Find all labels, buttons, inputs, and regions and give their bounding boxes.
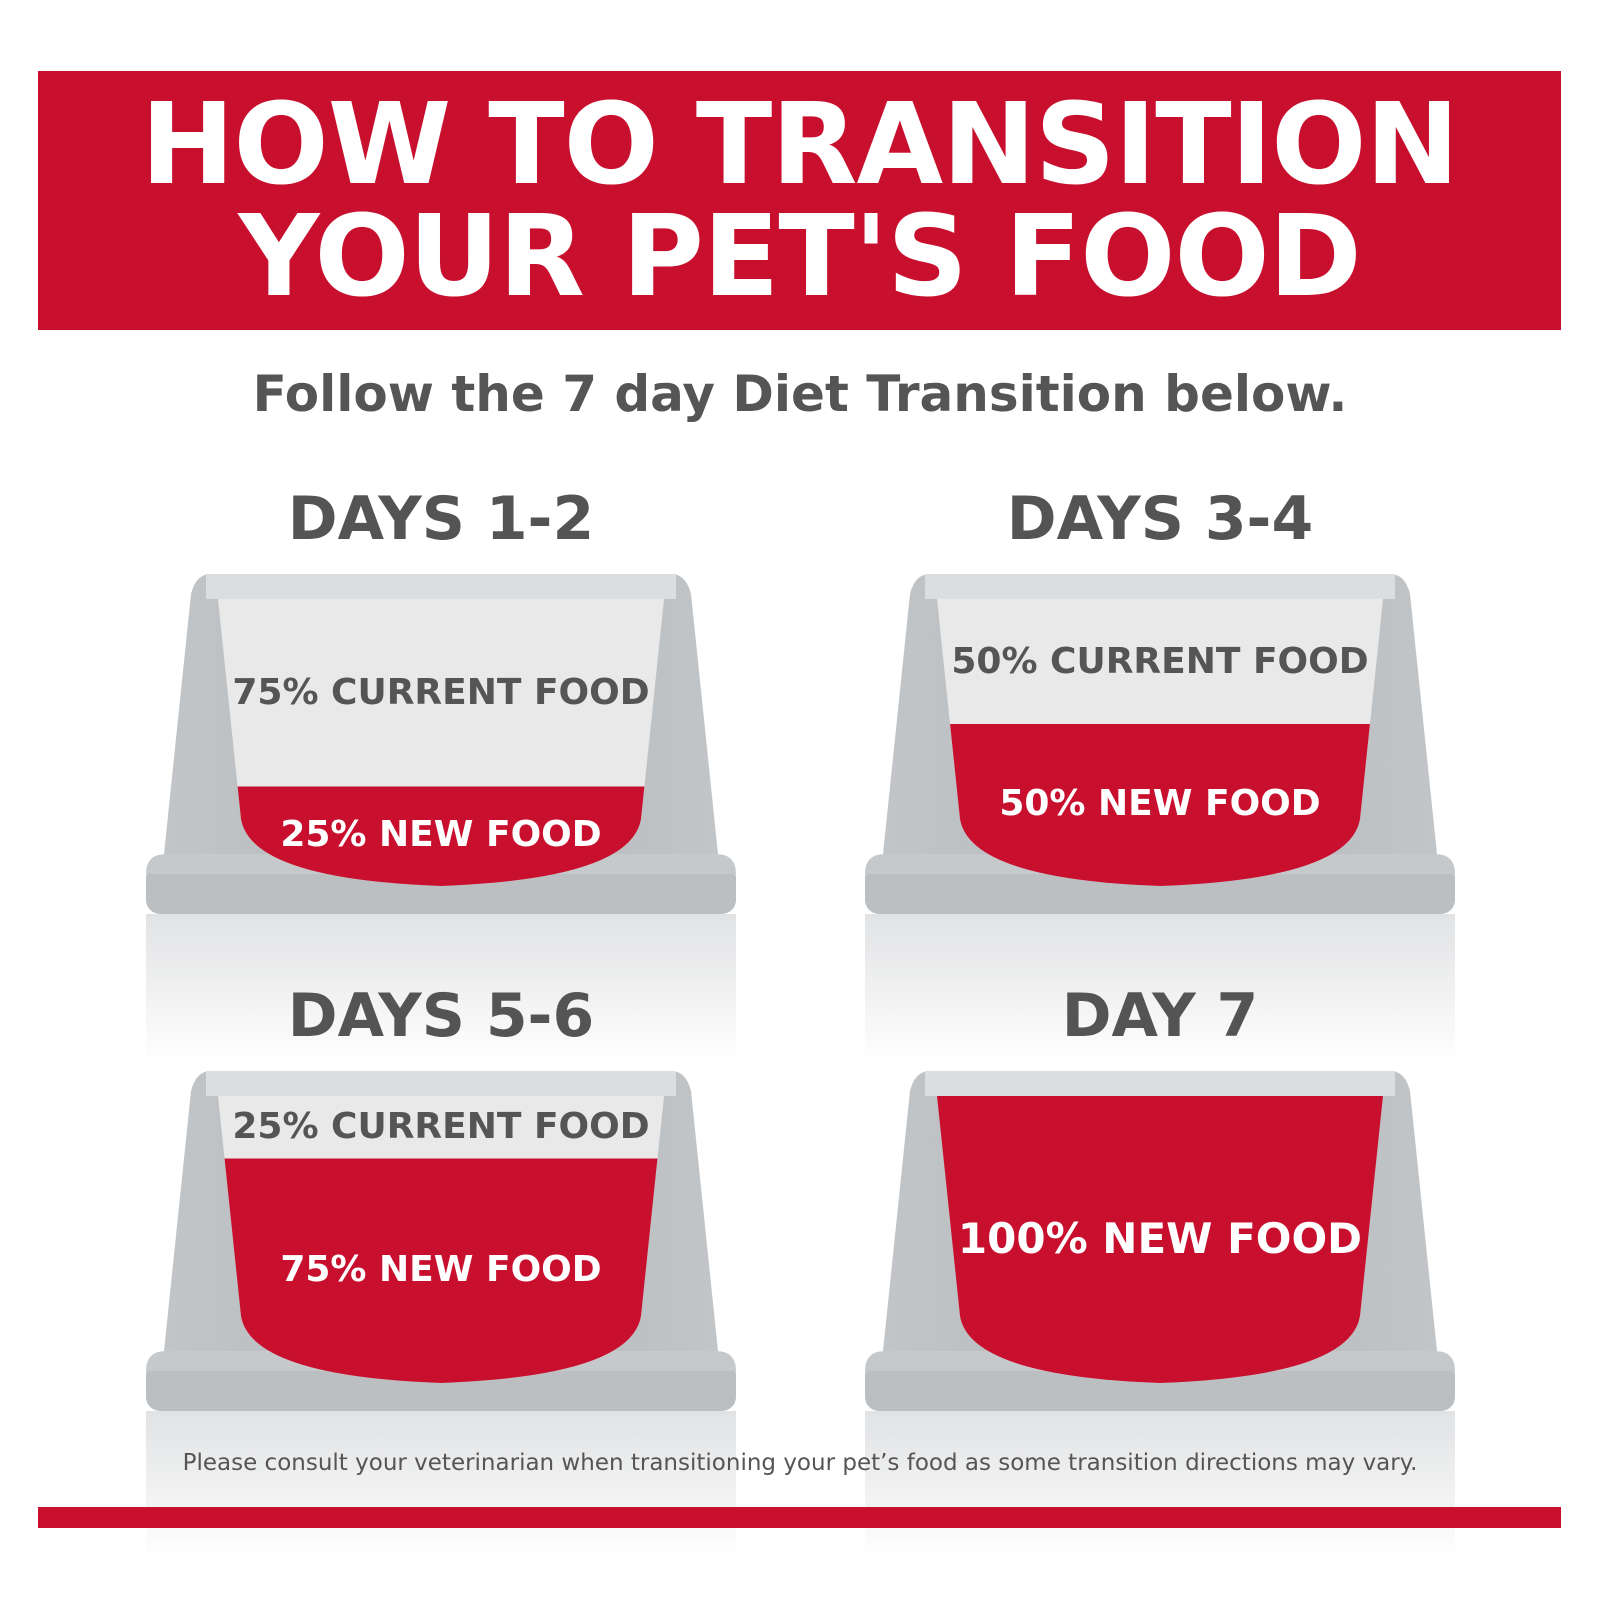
new-food-label: 25% NEW FOOD <box>280 814 602 856</box>
stage-title: DAY 7 <box>1061 981 1259 1051</box>
new-food-label: 75% NEW FOOD <box>280 1248 602 1290</box>
new-food-fill <box>937 724 1383 886</box>
stage-title: DAYS 1-2 <box>287 484 595 554</box>
food-bowl: 100% NEW FOOD <box>865 1071 1455 1411</box>
current-food-label: 50% CURRENT FOOD <box>951 640 1369 682</box>
stage-title: DAYS 3-4 <box>1006 484 1314 554</box>
bowl-base <box>146 1361 736 1411</box>
food-bowl: 50% CURRENT FOOD 50% NEW FOOD <box>865 574 1455 914</box>
title-line-2: YOUR PET'S FOOD <box>238 191 1361 322</box>
current-food-label: 75% CURRENT FOOD <box>232 671 650 713</box>
stage-title: DAYS 5-6 <box>287 981 595 1051</box>
disclaimer: Please consult your veterinarian when tr… <box>182 1450 1418 1476</box>
bowl-reflection <box>865 1411 1455 1561</box>
title-line-1: HOW TO TRANSITION <box>140 79 1459 210</box>
bowl-reflection <box>146 1411 736 1561</box>
new-food-label: 100% NEW FOOD <box>957 1213 1363 1263</box>
new-food-label: 50% NEW FOOD <box>999 783 1321 824</box>
new-food-fill <box>937 1096 1383 1383</box>
food-bowl: 25% CURRENT FOOD 75% NEW FOOD <box>146 1071 736 1411</box>
current-food-label: 25% CURRENT FOOD <box>232 1106 650 1148</box>
food-bowl: 75% CURRENT FOOD 25% NEW FOOD <box>146 574 736 914</box>
bottom-bar <box>38 1507 1561 1528</box>
subtitle: Follow the 7 day Diet Transition below. <box>252 365 1348 423</box>
bowl-reflection <box>146 914 736 1064</box>
title-banner: HOW TO TRANSITION YOUR PET'S FOOD <box>38 71 1561 330</box>
bowl-base <box>146 864 736 914</box>
bowl-base <box>865 1361 1455 1411</box>
bowl-reflection <box>865 914 1455 1064</box>
new-food-fill <box>218 1158 664 1383</box>
bowl-base <box>865 864 1455 914</box>
